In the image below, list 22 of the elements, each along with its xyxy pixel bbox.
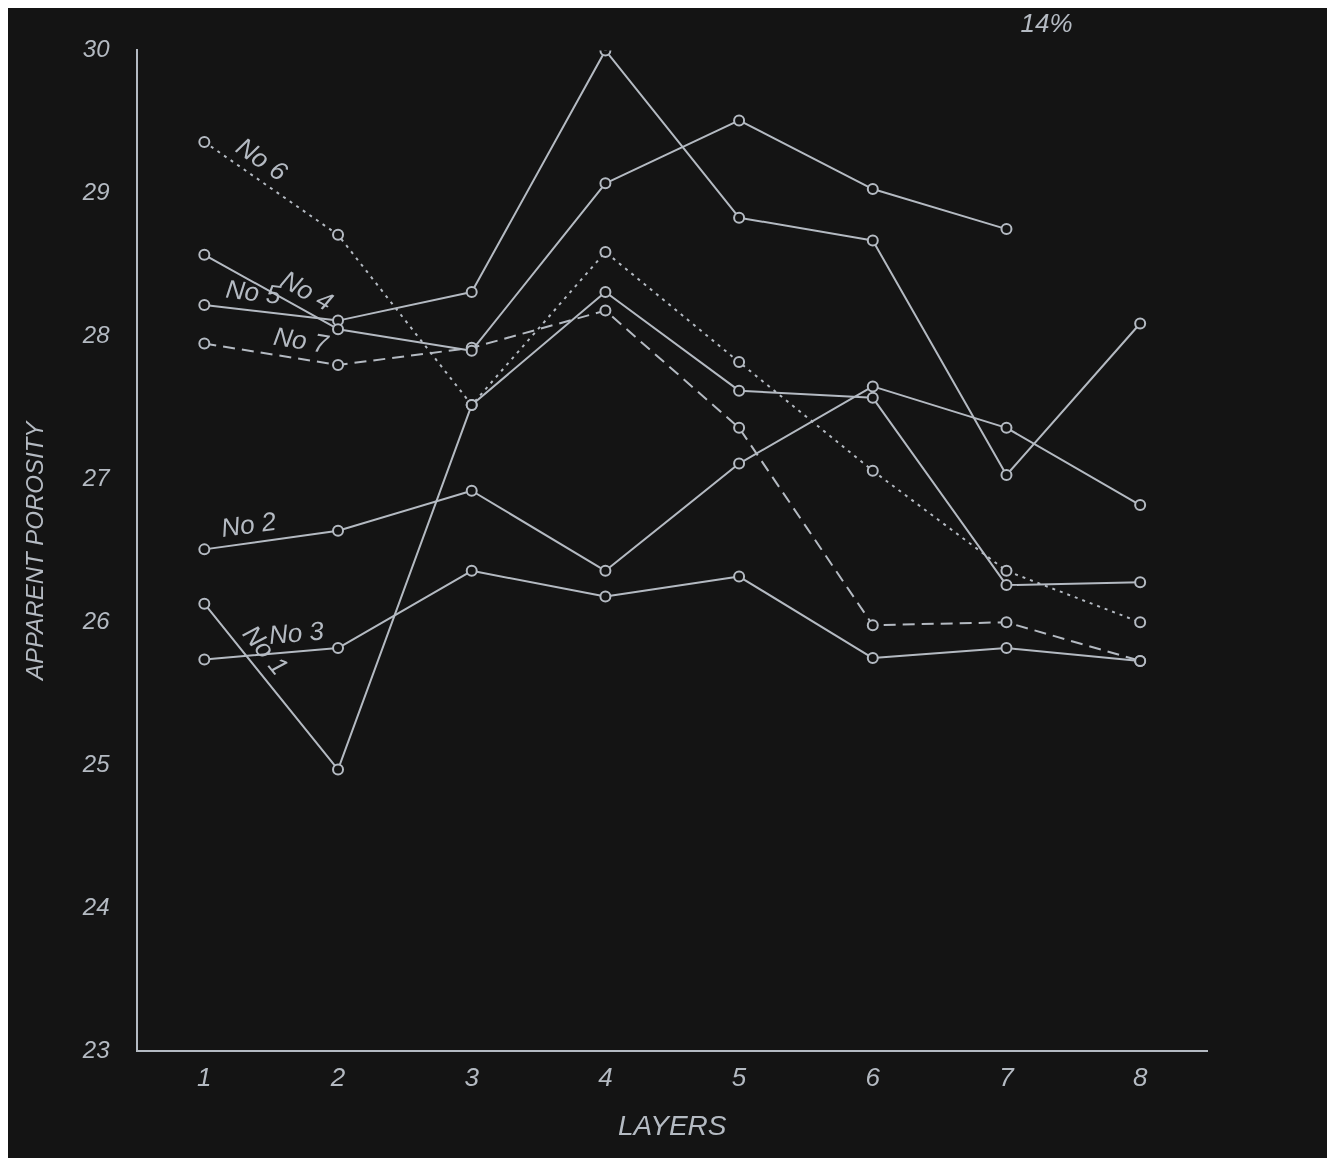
x-tick-label: 6: [865, 1062, 881, 1093]
y-tick-label: 28: [81, 321, 111, 349]
text: 14%: [1020, 8, 1073, 39]
x-tick-label: 8: [1132, 1062, 1148, 1093]
x-tick-label: 5: [731, 1062, 747, 1093]
y-tick-label: 29: [81, 178, 110, 206]
x-tick-label: 4: [598, 1062, 613, 1093]
x-tick-label: 1: [197, 1062, 212, 1093]
x-tick-label: 7: [999, 1062, 1016, 1093]
y-tick-label: 26: [81, 606, 111, 634]
x-axis-title: LAYERS: [618, 1110, 727, 1141]
text: No 2: [219, 505, 279, 543]
x-tick-label: 2: [329, 1062, 346, 1093]
y-tick-label: 27: [81, 463, 112, 491]
y-tick-label: 23: [81, 1035, 111, 1063]
y-tick-label: 30: [82, 35, 111, 63]
text: No 6: [230, 131, 294, 188]
text: No 7: [271, 320, 332, 360]
x-tick-label: 3: [464, 1062, 480, 1093]
y-axis-title: APPARENT POROSITY: [21, 419, 49, 682]
y-tick-label: 25: [81, 749, 111, 777]
y-tick-label: 24: [81, 892, 110, 920]
